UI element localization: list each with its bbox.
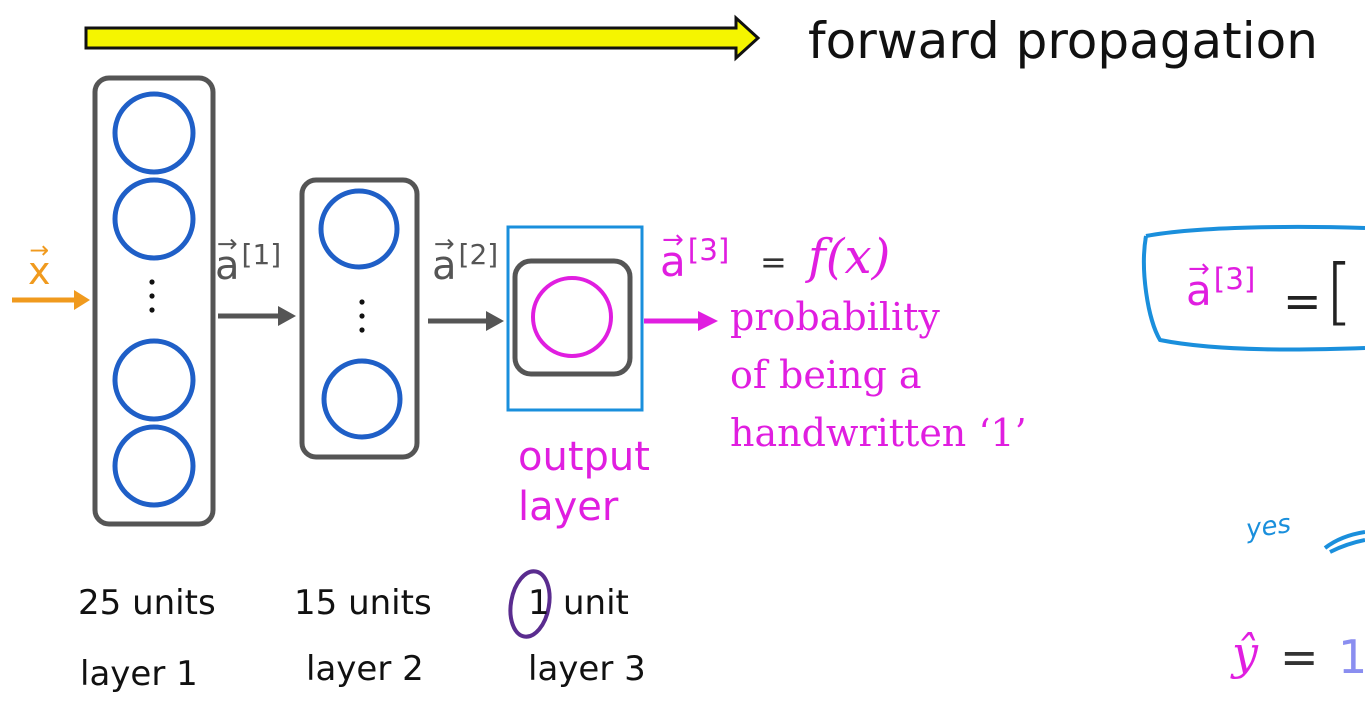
layer-1-name: layer 1 [80, 654, 198, 694]
y-hat: ŷ [1232, 626, 1258, 680]
y-hat-equals: = [1280, 630, 1319, 684]
equals-sign: = [760, 243, 787, 281]
function-fx: f(x) [808, 229, 891, 285]
layer-3-units-text: unit [563, 583, 629, 623]
circle-annotation [508, 569, 552, 639]
layer-2-units: 15 units [294, 583, 432, 623]
layer-1-neuron [112, 424, 196, 508]
input-x-label: x [28, 252, 51, 290]
yes-note: yes [1244, 509, 1293, 545]
layer-3-units-count: 1 [528, 583, 550, 623]
right-panel-box [1142, 224, 1365, 352]
layer-2-neuron [321, 358, 403, 440]
output-arrow [644, 311, 718, 331]
layer-2-box [299, 177, 420, 460]
right-panel-bracket: [ [1325, 249, 1354, 333]
activation-a2-label: a[2] [432, 240, 498, 286]
layer-2-neuron [318, 188, 400, 270]
arrow-a1 [218, 306, 296, 326]
layer-1-neuron [112, 91, 196, 175]
arrow-a2 [428, 311, 504, 331]
activation-a3-label: a[3] [660, 235, 729, 283]
input-arrow [12, 290, 90, 310]
right-panel-equals: = [1283, 274, 1322, 328]
layer-1-box [92, 75, 216, 527]
layer-1-units: 25 units [78, 583, 216, 623]
yes-scribble [1323, 530, 1365, 554]
output-layer-label-line: output [518, 434, 650, 480]
y-hat-value: 1 [1338, 630, 1365, 684]
layer-3-name: layer 3 [528, 649, 646, 689]
forward-arrow [84, 14, 761, 62]
layer-3-neuron [531, 276, 613, 358]
output-description-line: of being a [730, 353, 922, 397]
layer-1-ellipsis [149, 279, 155, 313]
layer-1-neuron [112, 338, 196, 422]
output-description-line: handwritten ‘1’ [730, 411, 1027, 455]
layer-2-name: layer 2 [306, 649, 424, 689]
output-layer-label-line: layer [518, 484, 619, 530]
layer-3-box [512, 258, 633, 377]
output-description: probability of being a handwritten ‘1’ [730, 288, 1027, 462]
layer-1-neuron [112, 177, 196, 261]
output-description-line: probability [730, 295, 940, 339]
activation-a1-label: a[1] [215, 240, 281, 286]
right-panel-a3: a[3] [1186, 264, 1255, 312]
layer-2-ellipsis [359, 299, 365, 333]
output-layer-highlight [506, 225, 644, 412]
page-title: forward propagation [808, 12, 1318, 70]
output-layer-label: output layer [518, 432, 650, 532]
